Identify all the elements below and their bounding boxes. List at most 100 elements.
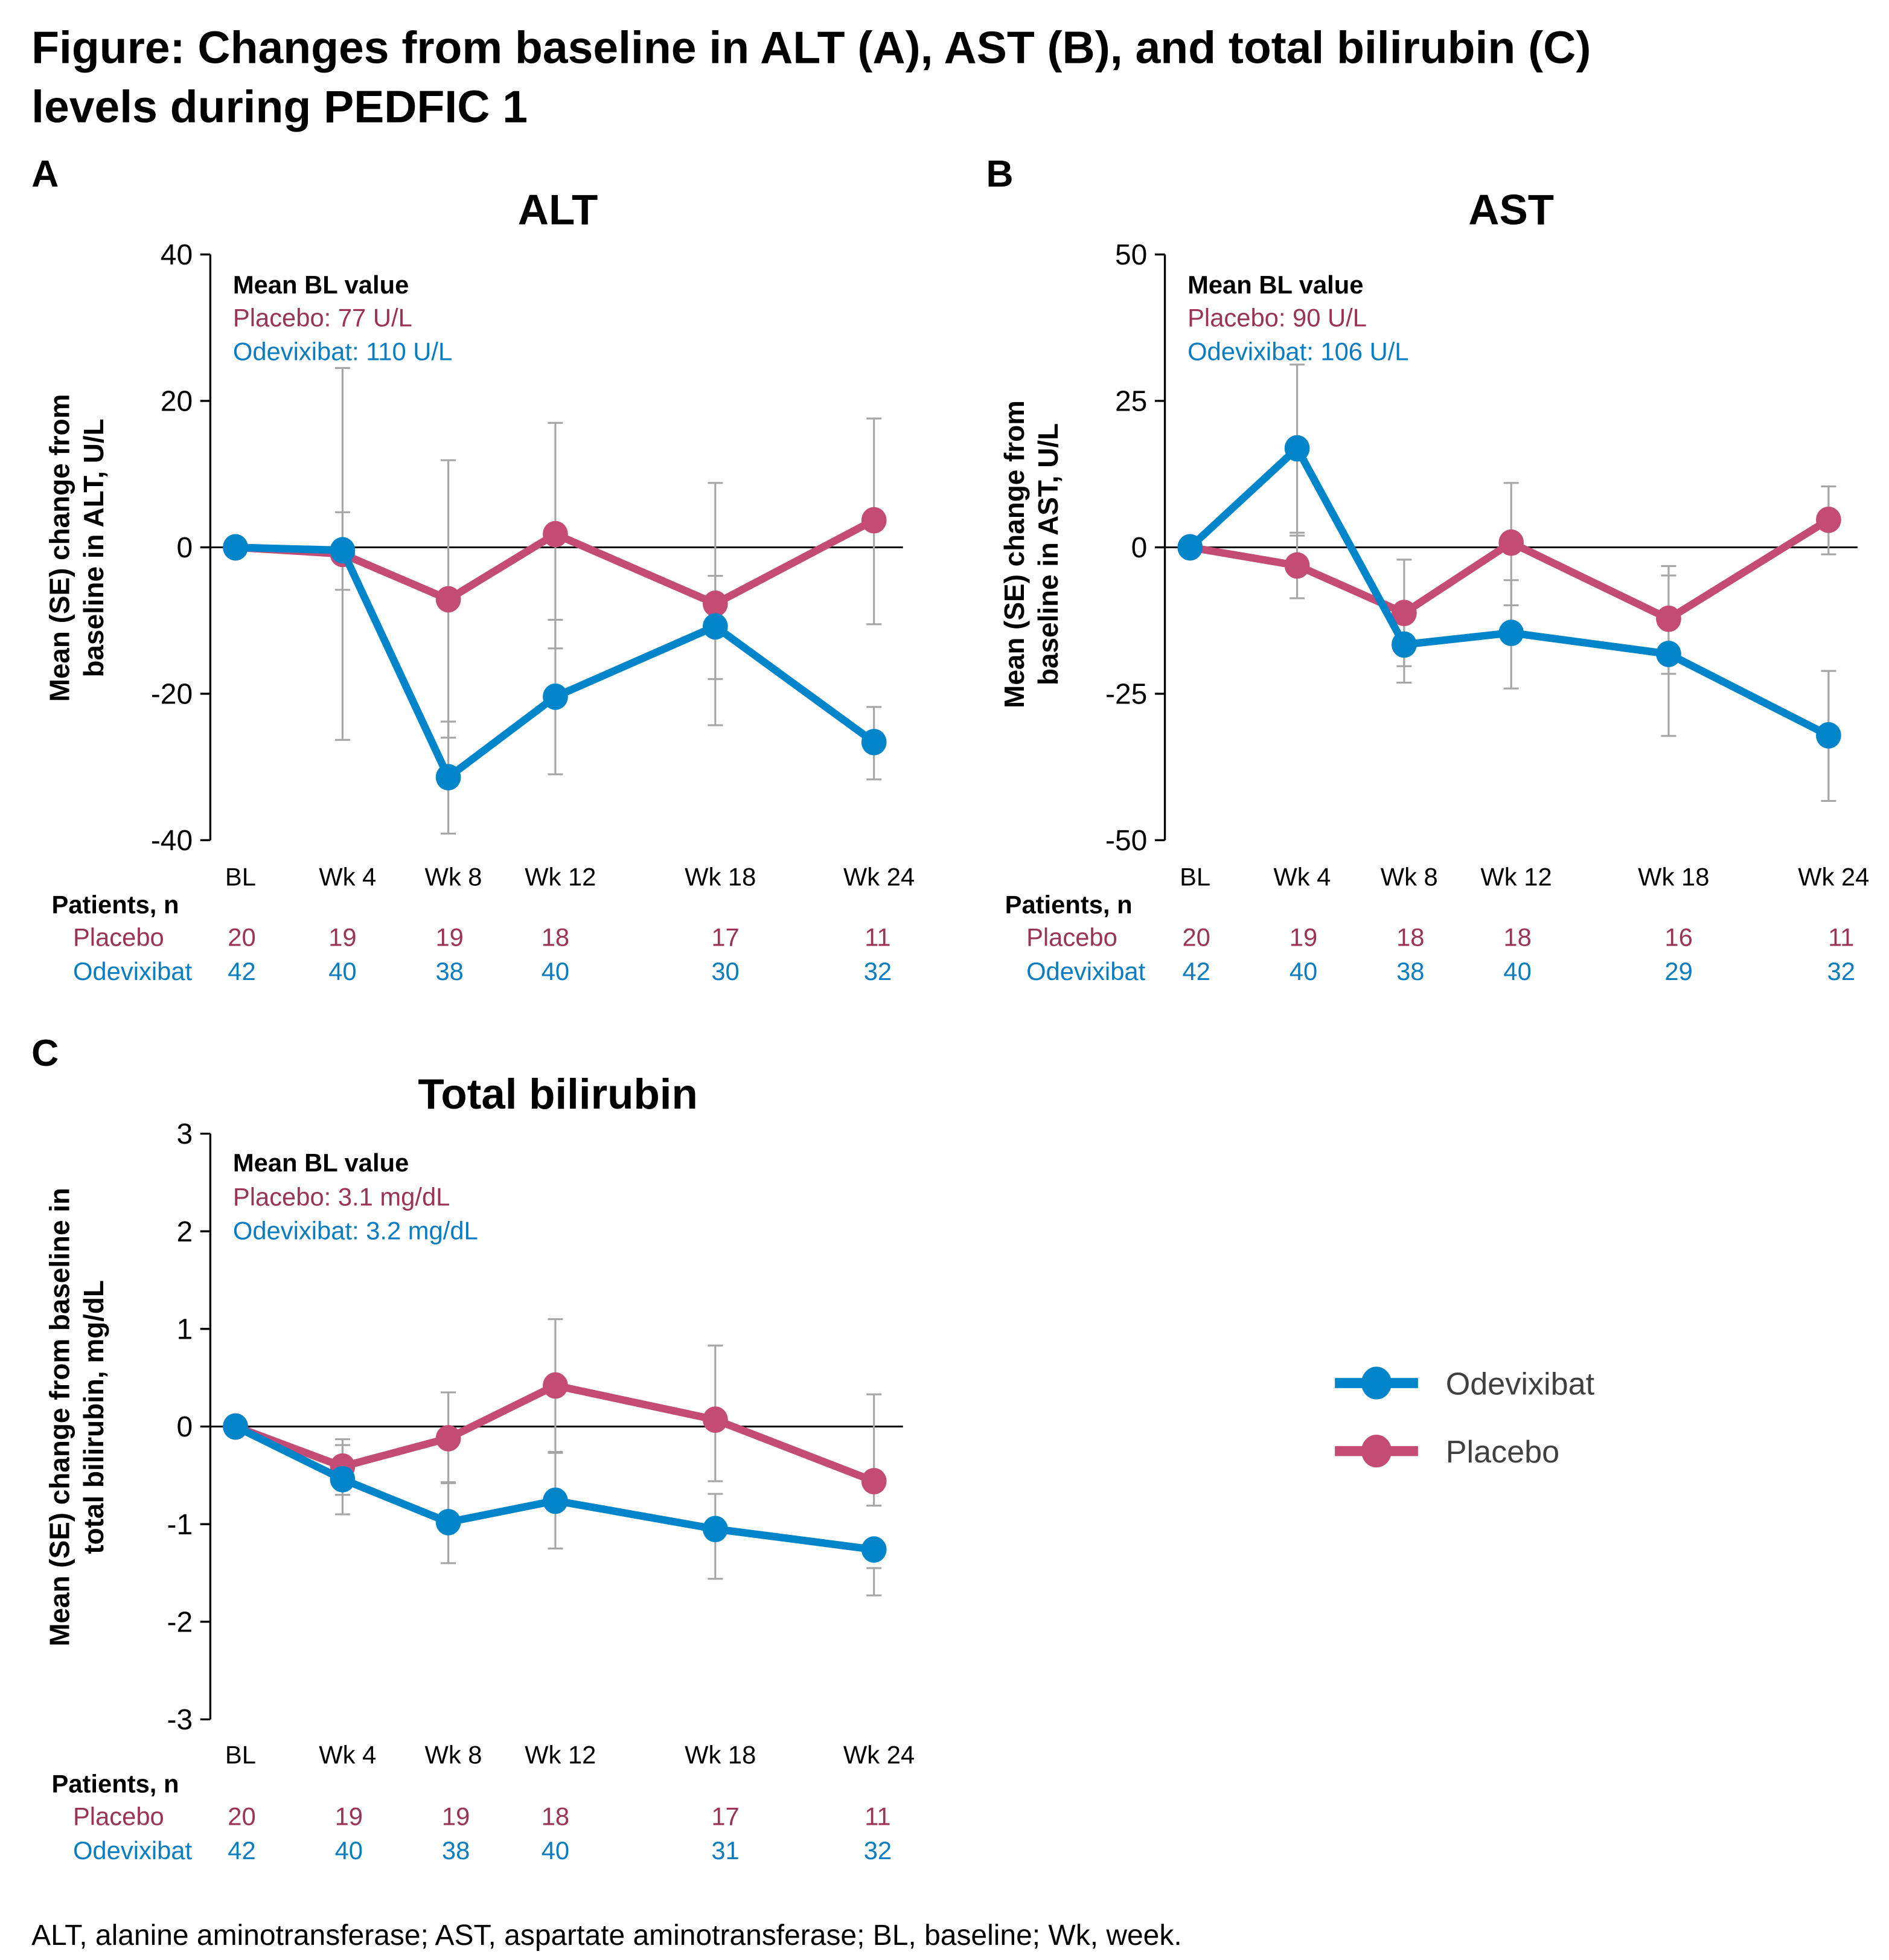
y-tick-label: -50: [1105, 825, 1147, 857]
patients-count-odevixibat: 40: [335, 1836, 363, 1865]
data-point-placebo: [543, 1372, 568, 1399]
legend: Odevixibat Placebo: [1335, 1366, 1595, 1470]
y-axis-label-line-2: baseline in ALT, U/L: [78, 418, 109, 677]
mean-bl-placebo: Placebo: 77 U/L: [233, 303, 412, 331]
patients-count-odevixibat: 40: [1503, 957, 1531, 985]
mean-bl-odevixibat: Odevixibat: 110 U/L: [233, 338, 452, 366]
panel-label: C: [31, 1032, 59, 1074]
patients-count-odevixibat: 40: [328, 957, 356, 985]
panel-label: B: [986, 153, 1013, 195]
patients-count-odevixibat: 40: [1290, 957, 1317, 985]
panel-c-bilirubin-chart: C Total bilirubin Mean (SE) change from ba…: [31, 1032, 915, 1865]
data-point-odevixibat: [223, 1413, 248, 1440]
patients-row-label-placebo: Placebo: [73, 923, 164, 952]
y-tick-label: 20: [161, 386, 193, 418]
data-point-odevixibat: [1392, 631, 1417, 658]
x-tick-label: Wk 8: [424, 863, 482, 891]
data-point-odevixibat: [1177, 534, 1203, 561]
data-point-odevixibat: [223, 534, 248, 561]
y-axis-label-line-1: Mean (SE) change from: [999, 400, 1030, 708]
figure-title-line-2: levels during PEDFIC 1: [31, 81, 528, 132]
patients-count-odevixibat: 29: [1664, 957, 1692, 985]
x-tick-label: Wk 12: [525, 863, 596, 891]
y-tick-label: -1: [167, 1509, 193, 1541]
patients-count-placebo: 18: [1503, 923, 1531, 952]
y-tick-label: 2: [176, 1216, 193, 1248]
panel-a-alt-chart: A ALT Mean (SE) change from baseline in ALT…: [31, 153, 915, 985]
x-tick-label: Wk 24: [843, 863, 915, 891]
series-line-odevixibat: [231, 543, 878, 781]
x-tick-label: Wk 8: [1381, 863, 1438, 891]
patients-heading: Patients, n: [1005, 890, 1133, 918]
y-tick-label: 1: [176, 1314, 193, 1346]
mean-bl-odevixibat: Odevixibat: 106 U/L: [1187, 338, 1408, 366]
data-point-placebo: [435, 1424, 461, 1452]
legend-item-odevixibat: Odevixibat: [1335, 1366, 1595, 1401]
y-axis-label-line-1: Mean (SE) change from: [44, 394, 75, 702]
x-tick-label: Wk 18: [1638, 863, 1709, 891]
patients-count-placebo: 17: [711, 1802, 739, 1831]
panel-b-ast-chart: B AST Mean (SE) change from baseline in AST…: [986, 153, 1869, 985]
y-tick-label: 50: [1115, 239, 1147, 271]
patients-count-placebo: 19: [335, 1802, 363, 1831]
mean-bl-placebo: Placebo: 90 U/L: [1187, 303, 1367, 331]
y-tick-label: -40: [151, 825, 193, 857]
series-line-placebo: [231, 1382, 878, 1485]
x-tick-label: Wk 4: [319, 1740, 376, 1769]
patients-count-placebo: 17: [711, 923, 739, 952]
data-point-placebo: [543, 520, 568, 548]
legend-item-placebo: Placebo: [1335, 1435, 1559, 1470]
patients-count-placebo: 11: [865, 923, 890, 952]
patients-count-placebo: 16: [1664, 923, 1692, 952]
patients-count-odevixibat: 38: [1396, 957, 1424, 985]
patients-count-odevixibat: 38: [435, 957, 463, 985]
series-line-placebo: [1186, 516, 1833, 623]
y-tick-label: 0: [176, 1411, 193, 1443]
x-tick-label: Wk 8: [424, 1740, 482, 1769]
patients-count-odevixibat: 42: [228, 1836, 255, 1865]
legend-marker-odevixibat: [1361, 1366, 1392, 1400]
data-point-odevixibat: [330, 1465, 356, 1493]
data-point-odevixibat: [1816, 722, 1841, 749]
patients-row-label-placebo: Placebo: [1026, 923, 1117, 952]
patients-count-placebo: 20: [228, 923, 255, 952]
x-tick-label: BL: [225, 1740, 256, 1769]
data-point-odevixibat: [543, 1487, 568, 1514]
data-point-placebo: [1816, 506, 1841, 533]
mean-bl-heading: Mean BL value: [233, 271, 409, 299]
data-point-odevixibat: [861, 1536, 887, 1563]
chart-title: ALT: [518, 186, 598, 234]
panel-label: A: [31, 153, 59, 195]
data-point-odevixibat: [1656, 641, 1681, 667]
patients-row-label-odevixibat: Odevixibat: [73, 1836, 193, 1865]
y-axis-label-line-2: total bilirubin, mg/dL: [78, 1280, 109, 1554]
patients-count-placebo: 20: [1182, 923, 1210, 952]
data-point-placebo: [1498, 529, 1524, 556]
data-point-odevixibat: [861, 729, 887, 755]
x-tick-label: Wk 18: [685, 1740, 756, 1769]
data-point-odevixibat: [543, 683, 568, 710]
patients-row-label-odevixibat: Odevixibat: [1026, 957, 1146, 985]
patients-count-placebo: 19: [328, 923, 356, 952]
patients-row-label-odevixibat: Odevixibat: [73, 957, 193, 985]
patients-row-label-placebo: Placebo: [73, 1802, 164, 1831]
patients-count-placebo: 11: [865, 1802, 890, 1831]
data-point-placebo: [861, 507, 887, 534]
chart-title: AST: [1468, 186, 1554, 234]
data-point-odevixibat: [1284, 435, 1310, 462]
patients-count-odevixibat: 30: [711, 957, 739, 985]
patients-count-placebo: 11: [1828, 923, 1854, 952]
y-tick-label: 0: [176, 532, 193, 564]
legend-label-placebo: Placebo: [1446, 1435, 1559, 1470]
x-tick-label: BL: [1180, 863, 1210, 891]
legend-label-odevixibat: Odevixibat: [1446, 1366, 1595, 1401]
y-axis-label: Mean (SE) change from baseline in ALT, U/…: [44, 394, 109, 702]
mean-bl-placebo: Placebo: 3.1 mg/dL: [233, 1182, 450, 1211]
chart-title: Total bilirubin: [418, 1071, 697, 1118]
patients-count-odevixibat: 32: [1827, 957, 1855, 985]
y-tick-label: -25: [1105, 679, 1147, 711]
x-tick-label: Wk 12: [525, 1740, 596, 1769]
data-point-placebo: [1656, 605, 1681, 632]
